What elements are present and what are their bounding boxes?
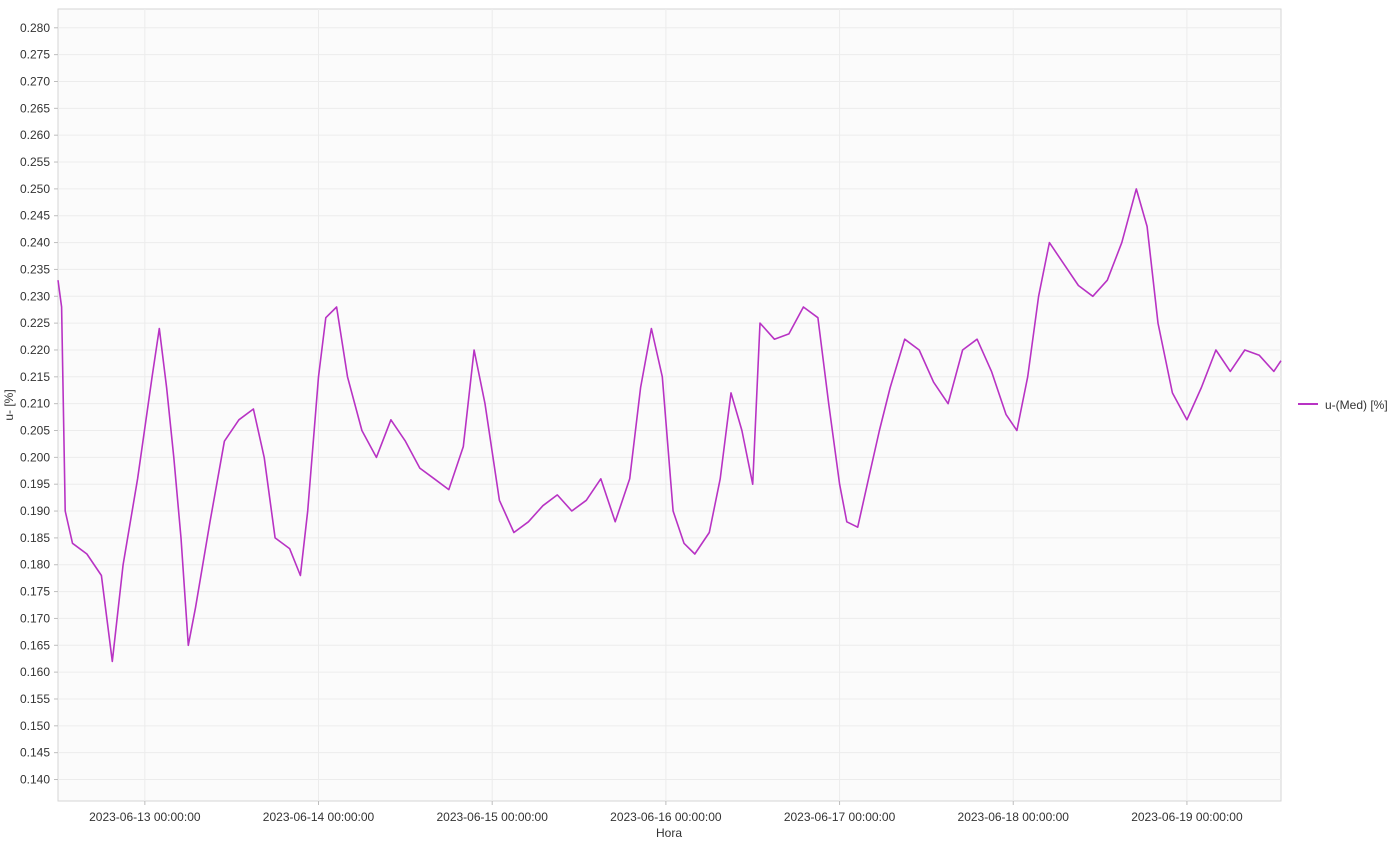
y-tick-label: 0.230 — [20, 289, 50, 303]
series-line — [57, 188, 1282, 663]
y-tick-label: 0.255 — [20, 155, 50, 169]
y-tick-label: 0.155 — [20, 692, 50, 706]
y-tick-label: 0.280 — [20, 21, 50, 35]
y-tick-label: 0.235 — [20, 262, 50, 276]
x-tick-label: 2023-06-17 00:00:00 — [784, 810, 896, 824]
plot-background — [57, 8, 1282, 802]
x-tick-label: 2023-06-19 00:00:00 — [1131, 810, 1243, 824]
y-tick-label: 0.195 — [20, 477, 50, 491]
x-tick-label: 2023-06-13 00:00:00 — [89, 810, 201, 824]
y-tick-label: 0.240 — [20, 236, 50, 250]
y-axis-title: u- [%] — [2, 389, 16, 420]
y-tick-label: 0.260 — [20, 128, 50, 142]
y-tick-label: 0.250 — [20, 182, 50, 196]
y-tick-label: 0.205 — [20, 424, 50, 438]
y-tick-label: 0.265 — [20, 101, 50, 115]
y-tick-label: 0.215 — [20, 370, 50, 384]
y-tick-label: 0.160 — [20, 665, 50, 679]
x-tick-label: 2023-06-14 00:00:00 — [263, 810, 375, 824]
series-layer — [57, 188, 1282, 663]
y-tick-label: 0.140 — [20, 773, 50, 787]
y-tick-label: 0.245 — [20, 209, 50, 223]
y-tick-label: 0.210 — [20, 397, 50, 411]
y-axis: 0.140 0.145 0.150 0.155 0.160 0.165 0.170 0.175… — [20, 21, 58, 787]
y-tick-label: 0.220 — [20, 343, 50, 357]
legend-label: u-(Med) [%] — [1325, 398, 1388, 412]
y-tick-label: 0.200 — [20, 450, 50, 464]
legend[interactable]: u-(Med) [%] — [1298, 398, 1388, 412]
y-tick-label: 0.150 — [20, 719, 50, 733]
y-tick-label: 0.270 — [20, 74, 50, 88]
x-tick-label: 2023-06-15 00:00:00 — [436, 810, 548, 824]
y-tick-label: 0.175 — [20, 585, 50, 599]
y-tick-label: 0.170 — [20, 611, 50, 625]
y-tick-label: 0.145 — [20, 746, 50, 760]
x-tick-label: 2023-06-16 00:00:00 — [610, 810, 722, 824]
y-tick-label: 0.180 — [20, 558, 50, 572]
y-tick-label: 0.190 — [20, 504, 50, 518]
y-tick-label: 0.225 — [20, 316, 50, 330]
y-tick-label: 0.165 — [20, 638, 50, 652]
x-axis-title: Hora — [656, 826, 682, 840]
y-tick-label: 0.275 — [20, 48, 50, 62]
x-axis: 2023-06-13 00:00:00 2023-06-14 00:00:00 20… — [89, 801, 1243, 824]
x-tick-label: 2023-06-18 00:00:00 — [958, 810, 1070, 824]
y-tick-label: 0.185 — [20, 531, 50, 545]
